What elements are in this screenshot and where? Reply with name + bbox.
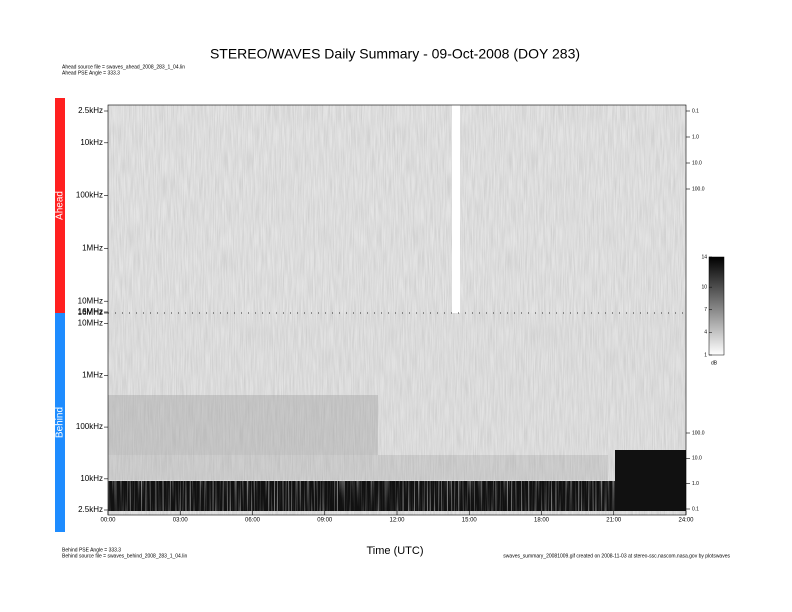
y-tick-label: 10kHz: [80, 138, 103, 147]
y2-tick-label: 100.0: [692, 186, 705, 192]
x-tick-label: 03:00: [173, 518, 189, 524]
x-tick-label: 15:00: [462, 518, 478, 524]
y-tick-label: 10kHz: [80, 474, 103, 483]
y2-tick-label: 10.0: [692, 456, 702, 462]
panel-label: Behind: [55, 407, 66, 438]
spectrogram-image: [108, 105, 686, 515]
y2-tick-label: 1.0: [692, 481, 699, 487]
note: Ahead PSE Angle = 333.3: [62, 70, 120, 76]
chart-title: STEREO/WAVES Daily Summary - 09-Oct-2008…: [210, 46, 580, 62]
y-tick-label: 100kHz: [76, 422, 103, 431]
credit: swaves_summary_20081009.gif created on 2…: [503, 553, 730, 559]
panel-bar: [55, 98, 65, 313]
y2-tick-label: 100.0: [692, 430, 705, 436]
note: Behind PSE Angle = 333.3: [62, 547, 121, 553]
x-tick-label: 24:00: [678, 518, 694, 524]
y2-tick-label: 1.0: [692, 134, 699, 140]
colorbar: [708, 256, 725, 356]
x-tick-label: 12:00: [389, 518, 405, 524]
x-axis-label: Time (UTC): [366, 545, 423, 557]
colorbar-tick-label: 10: [701, 284, 707, 290]
y-tick-label: 100kHz: [76, 191, 103, 200]
colorbar-label: dB: [711, 360, 718, 366]
y-tick-label: 16MHz: [78, 308, 103, 317]
x-tick-label: 09:00: [317, 518, 333, 524]
panel-label: Ahead: [55, 191, 66, 220]
y-tick-label: 1MHz: [82, 244, 103, 253]
y-tick-label: 10MHz: [78, 319, 103, 328]
colorbar-tick-label: 7: [704, 307, 707, 313]
y-tick-label: 2.5kHz: [78, 106, 103, 115]
x-tick-label: 21:00: [606, 518, 622, 524]
colorbar-tick-label: 1: [704, 352, 707, 358]
x-tick-label: 00:00: [100, 518, 116, 524]
colorbar-tick-label: 4: [704, 330, 707, 336]
panel-bar: [55, 313, 65, 532]
note: Behind source file = swaves_behind_2008_…: [62, 553, 187, 559]
y2-tick-label: 0.1: [692, 108, 699, 114]
y-tick-label: 2.5kHz: [78, 505, 103, 514]
y-tick-label: 1MHz: [82, 370, 103, 379]
y2-tick-label: 10.0: [692, 160, 702, 166]
y-tick-label: 10MHz: [78, 296, 103, 305]
note: Ahead source file = swaves_ahead_2008_28…: [62, 64, 185, 70]
y2-tick-label: 0.1: [692, 506, 699, 512]
y-tick-label: 16MHz: [78, 307, 103, 316]
x-tick-label: 18:00: [534, 518, 550, 524]
x-tick-label: 06:00: [245, 518, 261, 524]
colorbar-tick-label: 14: [701, 254, 707, 260]
